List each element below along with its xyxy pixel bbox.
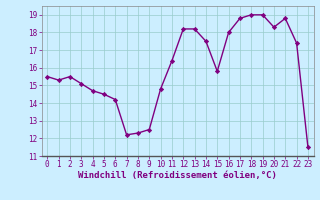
X-axis label: Windchill (Refroidissement éolien,°C): Windchill (Refroidissement éolien,°C)	[78, 171, 277, 180]
